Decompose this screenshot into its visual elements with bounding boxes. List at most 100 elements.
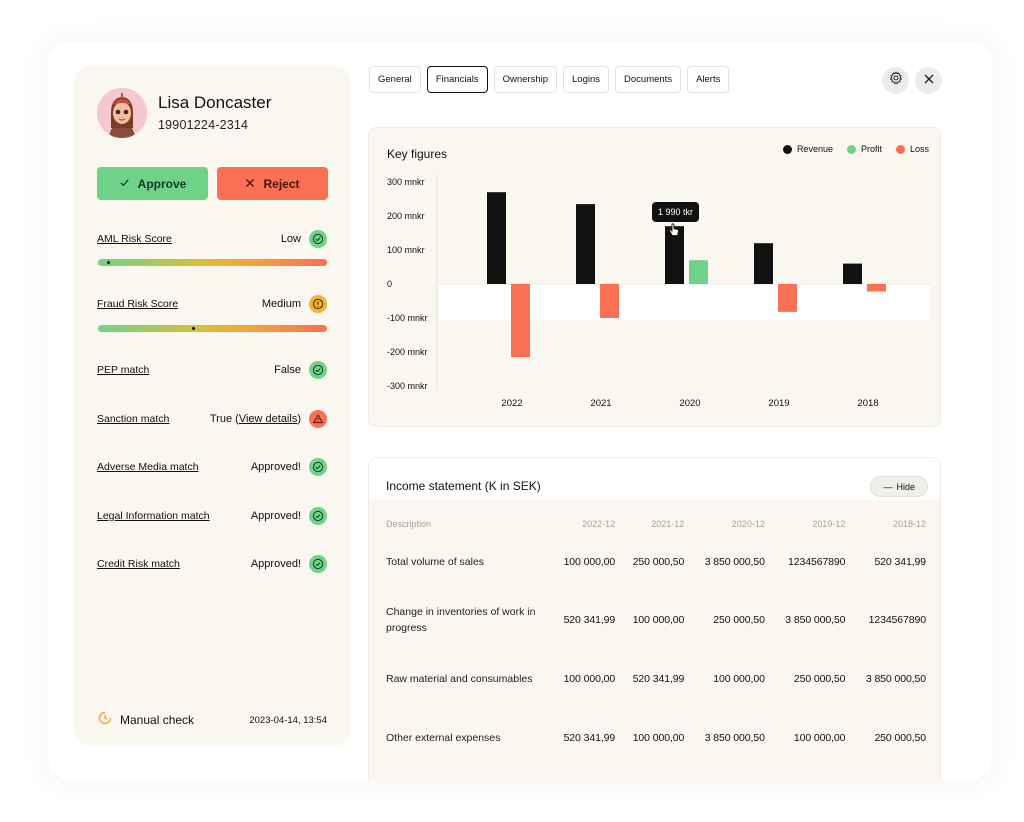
check-value-adverse-media: Approved! (250, 461, 301, 473)
check-label-aml[interactable]: AML Risk Score (97, 233, 172, 245)
table-cell: 3 850 000,50 (865, 673, 926, 685)
income-statement-table: Description 2022-12 2021-12 2020-12 2019… (386, 513, 926, 769)
check-icon (309, 230, 327, 248)
manual-check-label: Manual check (120, 712, 195, 727)
column-header: 2021-12 (651, 519, 685, 529)
y-tick-label: 200 mnkr (387, 211, 425, 221)
table-cell: 3 850 000,50 (785, 614, 846, 626)
x-tick-label: 2020 (679, 398, 700, 409)
key-figures-chart: 300 mnkr 200 mnkr 100 mnkr 0 -100 mnkr -200 m… (387, 174, 931, 409)
hide-button[interactable]: — Hide (870, 476, 928, 497)
tab-alerts[interactable]: Alerts (687, 66, 730, 93)
table-row: Change in inventories of work in progres… (386, 589, 926, 651)
pointer-cursor-icon (668, 223, 680, 242)
chart-legend: Revenue Profit Loss (782, 144, 929, 154)
tab-general[interactable]: General (369, 66, 421, 93)
tab-documents[interactable]: Documents (615, 66, 682, 93)
column-header: 2019-12 (812, 519, 846, 529)
check-value-aml: Low (280, 233, 301, 245)
bar-loss (511, 284, 530, 358)
check-icon (309, 555, 327, 573)
check-icon (309, 458, 327, 476)
table-cell: 100 000,00 (793, 732, 846, 744)
column-header: Description (386, 519, 432, 529)
table-cell: 1234567890 (788, 556, 846, 568)
view-details-link[interactable]: View details (238, 413, 298, 425)
bar-revenue (754, 243, 773, 284)
approve-button[interactable]: Approve (97, 167, 208, 200)
check-row-sanction: Sanction match True (View details) (97, 409, 327, 429)
check-label-credit-risk[interactable]: Credit Risk match (97, 558, 180, 570)
close-button[interactable] (915, 67, 942, 94)
bar-profit (689, 260, 708, 284)
legend-item-revenue: Revenue (782, 144, 833, 154)
table-cell: 250 000,50 (713, 614, 765, 626)
table-cell: 100 000,00 (713, 673, 765, 685)
bar-loss (867, 284, 886, 292)
check-label-sanction[interactable]: Sanction match (97, 413, 170, 425)
table-row: Raw material and consumables 100 000,00 … (386, 651, 926, 707)
x-tick-label: 2018 (857, 398, 878, 409)
legend-swatch (846, 144, 856, 154)
legend-label: Loss (909, 144, 929, 154)
check-icon (309, 507, 327, 525)
legend-item-profit: Profit (846, 144, 882, 154)
tab-bar: General Financials Ownership Logins Docu… (369, 66, 730, 93)
warning-icon (309, 410, 327, 428)
table-cell: 100 000,00 (563, 673, 616, 685)
legend-label: Profit (860, 144, 882, 154)
key-figures-title: Key figures (387, 147, 448, 161)
check-row-pep: PEP match False (97, 360, 327, 380)
approve-label: Approve (137, 176, 187, 191)
y-tick-label: 300 mnkr (387, 177, 425, 187)
key-figures-panel: Key figures Revenue Profit Loss 300 mnkr… (368, 127, 941, 427)
check-label-legal-information[interactable]: Legal Information match (97, 510, 210, 522)
personal-id: 19901224-2314 (158, 118, 249, 132)
bar-revenue (665, 226, 684, 284)
check-value-legal-information: Approved! (250, 510, 301, 522)
legend-label: Revenue (796, 144, 833, 154)
manual-check-date: 2023-04-14, 13:54 (249, 715, 327, 726)
table-cell: 3 850 000,50 (704, 732, 765, 744)
clock-icon (98, 711, 112, 728)
check-label-adverse-media[interactable]: Adverse Media match (97, 461, 199, 473)
table-cell: 520 341,99 (632, 673, 685, 685)
check-row-credit-risk: Credit Risk match Approved! (97, 554, 327, 574)
y-tick-label: 100 mnkr (387, 245, 425, 255)
row-description: Other external expenses (386, 732, 501, 744)
column-header: 2018-12 (892, 519, 926, 529)
check-value-sanction: True (View details) (209, 413, 301, 425)
check-value-credit-risk: Approved! (250, 558, 301, 570)
settings-button[interactable] (882, 67, 909, 94)
check-icon (309, 361, 327, 379)
table-cell: 1234567890 (868, 614, 927, 626)
row-description: Total volume of sales (386, 556, 485, 568)
tab-financials[interactable]: Financials (426, 66, 488, 93)
gear-icon (889, 71, 903, 90)
chart-tooltip: 1 990 tkr (652, 202, 700, 222)
gauge-marker (191, 327, 195, 330)
table-cell: 520 341,99 (563, 614, 616, 626)
tab-ownership[interactable]: Ownership (493, 66, 558, 93)
check-row-fraud: Fraud Risk Score Medium (97, 294, 327, 314)
minus-icon: — (883, 481, 893, 492)
table-cell: 250 000,50 (793, 673, 846, 685)
column-header: 2022-12 (582, 519, 616, 529)
table-row: Other external expenses 520 341,99 100 0… (386, 707, 926, 769)
check-label-pep[interactable]: PEP match (97, 364, 150, 376)
y-tick-label: -300 mnkr (387, 381, 428, 391)
check-value-pep: False (274, 364, 301, 376)
legend-swatch (895, 144, 905, 154)
legend-swatch (782, 144, 792, 154)
y-tick-label: -200 mnkr (387, 347, 428, 357)
check-label-fraud[interactable]: Fraud Risk Score (97, 298, 179, 310)
check-row-adverse-media: Adverse Media match Approved! (97, 457, 327, 477)
close-icon (923, 72, 935, 90)
reject-button[interactable]: Reject (217, 167, 328, 200)
table-cell: 520 341,99 (563, 732, 616, 744)
tab-logins[interactable]: Logins (563, 66, 610, 93)
y-tick-label: 0 (387, 279, 392, 289)
bar-revenue (576, 204, 595, 284)
legend-item-loss: Loss (895, 144, 929, 154)
sanction-value-text: True (209, 413, 233, 425)
